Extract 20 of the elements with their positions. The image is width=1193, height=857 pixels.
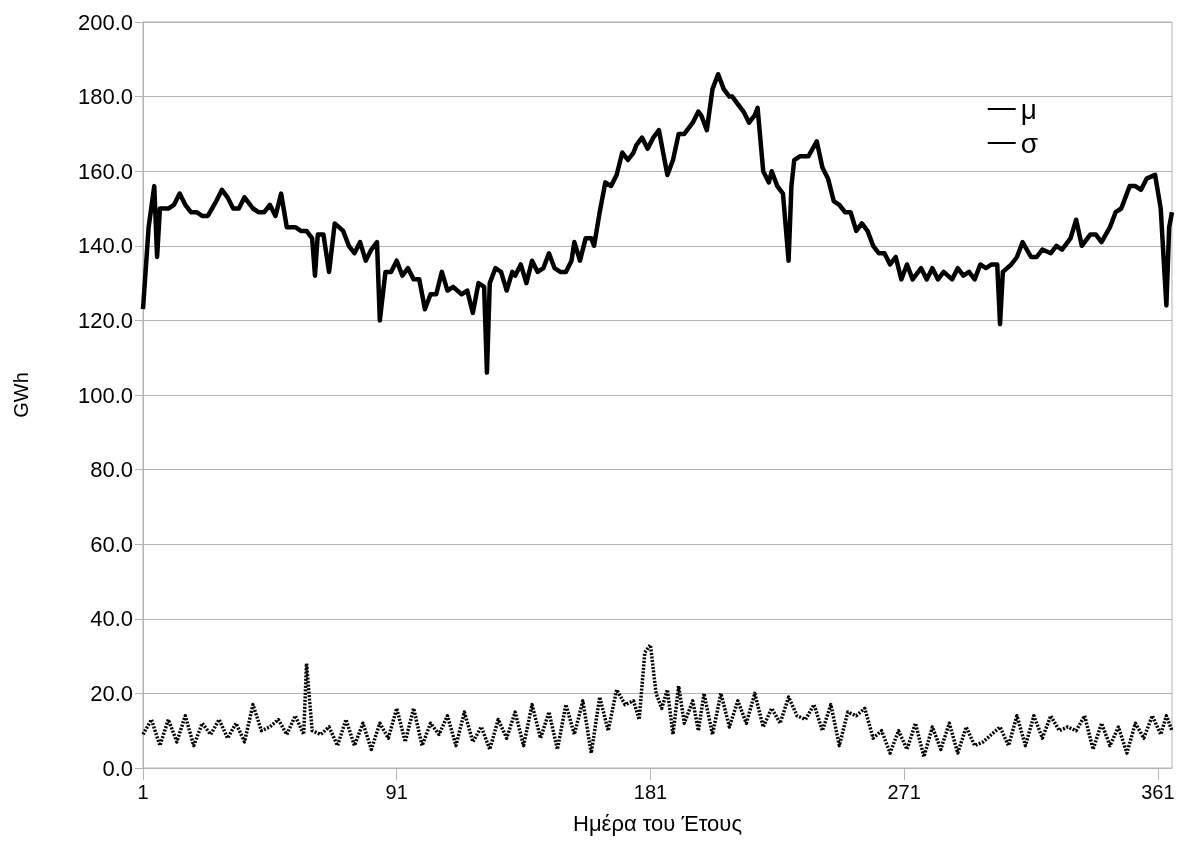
x-tick-label: 181 bbox=[633, 781, 668, 803]
x-tick-label: 1 bbox=[137, 781, 149, 803]
y-tick-label: 60.0 bbox=[90, 531, 133, 557]
y-tick-label: 0.0 bbox=[102, 755, 133, 781]
legend-label: σ bbox=[1020, 127, 1038, 159]
y-tick-label: 140.0 bbox=[77, 233, 133, 259]
x-tick-label: 271 bbox=[887, 781, 921, 803]
y-tick-label: 160.0 bbox=[77, 158, 133, 184]
y-tick-label: 100.0 bbox=[77, 382, 133, 408]
y-tick-label: 200.0 bbox=[77, 9, 133, 35]
y-tick-label: 40.0 bbox=[90, 606, 133, 632]
x-tick-label: 91 bbox=[385, 781, 408, 803]
y-tick-label: 180.0 bbox=[77, 84, 133, 110]
y-tick-label: 120.0 bbox=[77, 307, 133, 333]
legend-label: μ bbox=[1020, 93, 1037, 125]
x-axis-title: Ημέρα του Έτους bbox=[573, 810, 742, 836]
y-tick-label: 80.0 bbox=[90, 457, 133, 483]
y-tick-label: 20.0 bbox=[90, 680, 133, 706]
x-tick-label: 361 bbox=[1141, 781, 1175, 803]
y-axis-title: GWh bbox=[10, 372, 32, 418]
